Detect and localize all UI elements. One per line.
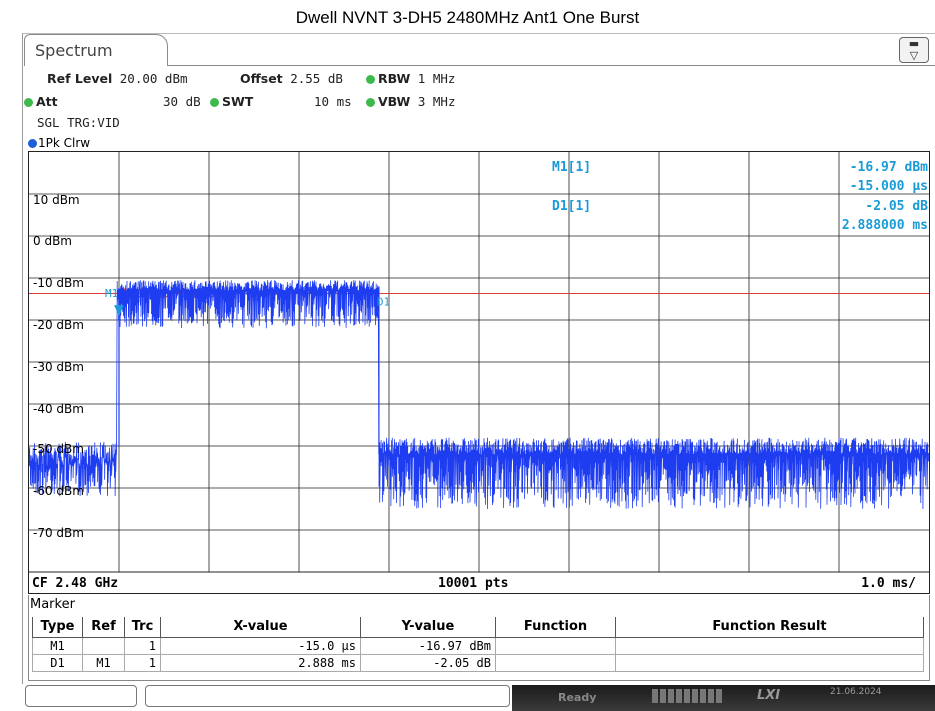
offset-value[interactable]: 2.55 dB [290,71,343,86]
plot-footer: CF 2.48 GHz 10001 pts 1.0 ms/ [28,575,930,594]
col-ref: Ref [82,617,125,638]
cell-function-result [615,636,924,655]
offset-setting: Offset 2.55 dB [240,71,343,86]
cell-ref [82,636,125,655]
marker-m1-label: M1 [105,287,118,300]
trace-line [29,280,929,510]
marker-d1-label: D1 [377,295,390,308]
swt-value[interactable]: 10 ms [314,94,352,109]
m1-readout-time: -15.000 µs [849,179,928,194]
ref-level-value[interactable]: 20.00 dBm [119,71,188,86]
d1-readout-name: D1[1] [552,199,592,214]
cell-function [495,636,616,655]
cell-y-value: -2.05 dB [360,653,496,672]
page-title: Dwell NVNT 3-DH5 2480MHz Ant1 One Burst [295,8,640,27]
cell-x-value: -15.0 µs [160,636,361,655]
sweep-points: 10001 pts [438,576,509,591]
m1-readout-name: M1[1] [552,160,592,175]
cell-type: D1 [32,653,83,672]
trace-label-text: 1Pk Clrw [38,136,91,150]
tab-divider [168,65,935,66]
y-label-minus20: -20 dBm [33,318,84,332]
marker-m1-icon [114,305,124,316]
col-type: Type [32,617,83,638]
marker-table: Type Ref Trc X-value Y-value Function Fu… [32,617,924,672]
col-function: Function [495,617,616,638]
att-status-icon [24,98,33,107]
d1-readout-time: 2.888000 ms [841,218,928,233]
col-function-result: Function Result [615,617,924,638]
center-frequency[interactable]: CF 2.48 GHz [32,576,119,591]
ready-indicator: Ready [558,691,597,704]
trigger-mode: SGL TRG:VID [37,115,120,130]
trace-label: 1Pk Clrw [28,136,90,150]
status-button-left[interactable] [25,685,137,707]
lxi-logo: LXI [757,688,781,703]
menu-icon[interactable]: ▬ ▽ [899,37,929,63]
m1-readout-level: -16.97 dBm [849,160,928,175]
y-label-minus70: -70 dBm [33,526,84,540]
marker-table-panel [28,595,930,681]
cell-y-value: -16.97 dBm [360,636,496,655]
cell-trc: 1 [124,636,161,655]
y-label-minus30: -30 dBm [33,360,84,374]
status-panel [512,685,935,711]
rbw-status-icon [366,75,375,84]
cell-x-value: 2.888 ms [160,653,361,672]
y-label-minus40: -40 dBm [33,402,84,416]
y-label-minus10: -10 dBm [33,276,84,290]
swt-label: SWT [222,94,254,109]
vbw-value[interactable]: 3 MHz [417,94,456,109]
status-input-area[interactable] [145,685,510,707]
att-label: Att [36,94,58,109]
cell-function [495,653,616,672]
swt-status-icon [210,98,219,107]
table-row[interactable]: D1 M1 1 2.888 ms -2.05 dB [32,653,924,672]
status-date: 21.06.2024 [830,687,882,697]
marker-table-header: Type Ref Trc X-value Y-value Function Fu… [32,617,924,638]
col-x-value: X-value [160,617,361,638]
offset-label: Offset [240,71,283,86]
rbw-label: RBW [378,71,411,86]
settings-row-1: Ref Level 20.00 dBm [47,71,188,86]
att-setting: Att [24,94,58,109]
col-y-value: Y-value [360,617,496,638]
cell-trc: 1 [124,653,161,672]
time-per-division[interactable]: 1.0 ms/ [861,576,916,591]
y-label-10: 10 dBm [33,193,80,207]
att-value[interactable]: 30 dB [163,94,201,109]
vbw-setting: VBW 3 MHz [366,94,455,109]
progress-bars-icon [652,689,724,703]
vbw-status-icon [366,98,375,107]
y-label-0: 0 dBm [33,234,72,248]
cell-ref: M1 [82,653,125,672]
cell-type: M1 [32,636,83,655]
rbw-setting: RBW 1 MHz [366,71,455,86]
rbw-value[interactable]: 1 MHz [417,71,456,86]
marker-table-title: Marker [30,597,75,612]
trace-indicator-icon [28,139,37,148]
cell-function-result [615,653,924,672]
y-label-minus50: -50 dBm [33,442,84,456]
d1-readout-level: -2.05 dB [865,199,928,214]
spectrum-plot[interactable]: TRG -13.700 dBm M1 D1 [28,151,930,594]
y-label-minus60: -60 dBm [33,484,84,498]
table-row[interactable]: M1 1 -15.0 µs -16.97 dBm [32,636,924,655]
swt-setting: SWT [210,94,253,109]
col-trc: Trc [124,617,161,638]
tab-spectrum[interactable]: Spectrum [24,34,168,66]
vbw-label: VBW [378,94,411,109]
ref-level-label: Ref Level [47,71,113,86]
